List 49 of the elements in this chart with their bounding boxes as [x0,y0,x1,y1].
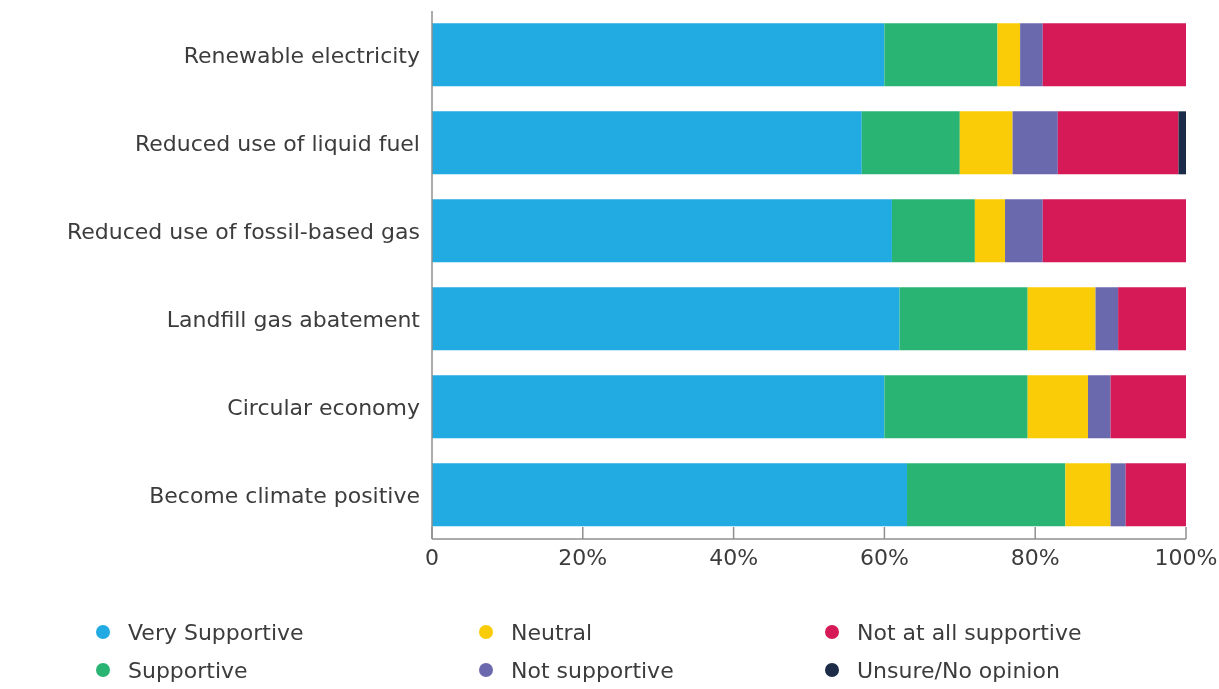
bar [884,23,998,87]
bar [1110,375,1186,439]
bar [1020,23,1043,87]
bar [1110,463,1126,527]
bar [1027,287,1096,351]
bar [1057,111,1179,175]
bar [1065,463,1111,527]
legend-label: Not supportive [511,657,674,683]
y-tick-label: Reduced use of liquid fuel [134,131,420,156]
legend-label: Neutral [511,619,593,645]
x-tick-label: 80% [1010,545,1060,570]
y-tick-label: Circular economy [227,395,420,420]
y-tick-label: Become climate positive [149,483,420,508]
bar [1118,287,1186,351]
bar [432,111,862,175]
bar [899,287,1028,351]
bar [432,375,885,439]
bar [884,375,1028,439]
bar [432,23,885,87]
x-tick-label: 40% [709,545,759,570]
bar [907,463,1066,527]
bar [432,199,892,263]
bar [1125,463,1186,527]
y-tick-label: Renewable electricity [183,43,420,68]
bar [1027,375,1088,439]
legend-label: Not at all supportive [857,619,1082,645]
y-tick-label: Reduced use of fossil-based gas [66,219,420,244]
bar [1042,23,1186,87]
bar [1005,199,1043,263]
bar [1178,111,1186,175]
x-tick-label: 0 [425,545,439,570]
bar [1012,111,1058,175]
bar [974,199,1006,263]
legend-label: Supportive [128,657,248,683]
bar [959,111,1013,175]
bar [432,463,908,527]
bar [997,23,1021,87]
legend-label: Unsure/No opinion [857,657,1060,683]
bar [1042,199,1186,263]
bar [432,287,900,351]
x-tick-label: 100% [1154,545,1218,570]
bar [891,199,975,263]
bar [1087,375,1111,439]
x-tick-label: 20% [558,545,608,570]
bar [861,111,960,175]
bar [1095,287,1119,351]
legend-label: Very Supportive [128,619,304,645]
y-tick-label: Landfill gas abatement [166,307,421,332]
x-tick-label: 60% [859,545,909,570]
